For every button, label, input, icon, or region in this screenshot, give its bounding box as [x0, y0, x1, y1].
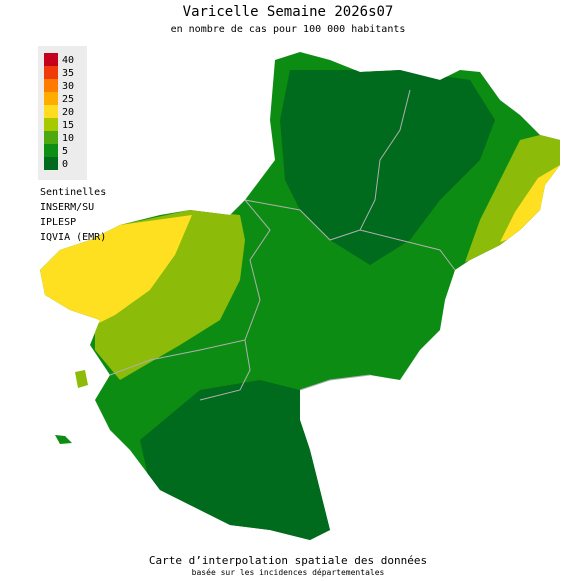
legend-label: 30 [62, 81, 74, 92]
zone-light [465, 130, 560, 262]
island [75, 370, 88, 388]
legend-swatch [44, 53, 58, 66]
source-line: IPLESP [40, 217, 76, 228]
legend-label: 25 [62, 94, 74, 105]
zone-dark [280, 70, 495, 265]
title: Varicelle Semaine 2026s07 [183, 4, 394, 20]
legend-label: 35 [62, 68, 74, 79]
legend-label: 0 [62, 159, 68, 170]
legend-label: 10 [62, 133, 74, 144]
legend-swatch [44, 66, 58, 79]
department-borders [109, 89, 456, 401]
border [244, 199, 361, 241]
island [55, 435, 72, 444]
legend-swatch [44, 79, 58, 92]
zone-yellow [40, 215, 192, 325]
legend-swatch [44, 105, 58, 118]
border [109, 339, 246, 376]
zone-light [95, 210, 245, 380]
border [199, 199, 271, 401]
legend-label: 20 [62, 107, 74, 118]
legend-label: 40 [62, 55, 74, 66]
legend-label: 5 [62, 146, 68, 157]
legend: 40 35 30 25 20 15 10 5 0 [44, 53, 74, 170]
legend-swatch [44, 157, 58, 170]
legend-swatch [44, 118, 58, 131]
footer-line: Carte d’interpolation spatiale des donné… [149, 554, 427, 567]
border [299, 374, 371, 391]
footer-line: basée sur les incidences départementales [192, 567, 385, 577]
source-line: IQVIA (EMR) [40, 232, 106, 243]
source-line: INSERM/SU [40, 202, 94, 213]
zone-dark [140, 380, 335, 540]
source-line: Sentinelles [40, 187, 106, 198]
legend-swatch [44, 92, 58, 105]
border [359, 89, 456, 271]
zone-yellow [500, 165, 560, 242]
legend-swatch [44, 144, 58, 157]
legend-label: 15 [62, 120, 74, 131]
subtitle: en nombre de cas pour 100 000 habitants [171, 24, 406, 35]
sources: Sentinelles INSERM/SU IPLESP IQVIA (EMR) [40, 187, 106, 243]
legend-swatch [44, 131, 58, 144]
